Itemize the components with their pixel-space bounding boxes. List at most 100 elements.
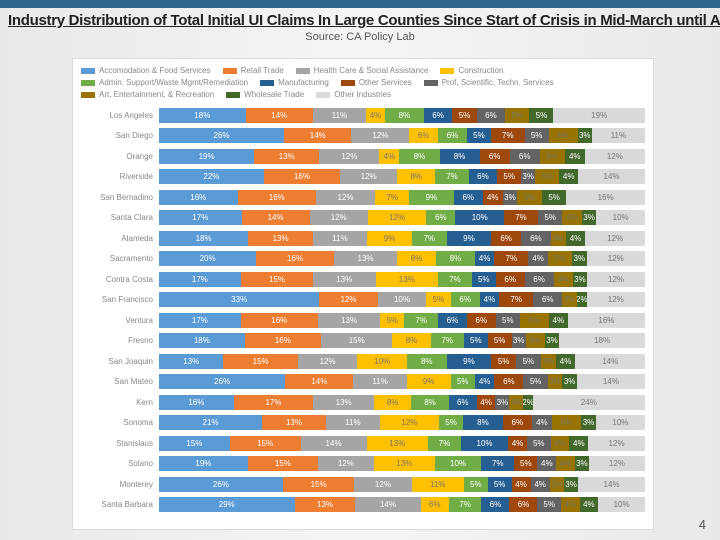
legend-item: Manufacturing xyxy=(260,77,329,89)
row-label: Santa Barbara xyxy=(81,500,159,509)
bar-segment: 5% xyxy=(439,415,464,430)
row-label: San Diego xyxy=(81,131,159,140)
bar-segment: 4% xyxy=(508,436,527,451)
table-row: San Diego26%14%12%6%6%5%7%5%6%3%11% xyxy=(81,126,645,147)
stacked-bar: 18%16%15%8%7%5%5%3%4%3%18% xyxy=(159,333,645,348)
bar-segment: 8% xyxy=(397,251,436,266)
bar-segment: 13% xyxy=(318,313,381,328)
legend-item: Prof, Scientific, Techn. Services xyxy=(424,77,554,89)
bar-segment: 6% xyxy=(496,272,525,287)
bar-segment: 10% xyxy=(598,497,645,512)
legend-label: Manufacturing xyxy=(278,77,329,89)
bar-segment: 3% xyxy=(541,354,556,369)
bar-segment: 5% xyxy=(472,272,496,287)
bar-segment: 18% xyxy=(159,231,248,246)
bar-segment: 3% xyxy=(521,169,535,184)
bar-segment: 5% xyxy=(525,128,549,143)
legend-item: Accomodation & Food Services xyxy=(81,65,211,77)
bar-segment: 5% xyxy=(514,456,537,471)
bar-segment: 6% xyxy=(533,292,562,307)
bar-segment: 20% xyxy=(159,251,256,266)
table-row: Solano19%15%12%13%10%7%5%4%4%3%12% xyxy=(81,454,645,475)
bar-segment: 16% xyxy=(241,313,318,328)
bar-segment: 7% xyxy=(499,292,533,307)
bar-segment: 5% xyxy=(538,210,562,225)
bar-segment: 29% xyxy=(159,497,295,512)
bar-segment: 4% xyxy=(551,436,570,451)
bar-segment: 12% xyxy=(354,477,411,492)
bar-segment: 4% xyxy=(475,374,494,389)
stacked-bar: 21%13%11%12%5%8%6%4%6%3%10% xyxy=(159,415,645,430)
bar-segment: 13% xyxy=(334,251,397,266)
legend-label: Prof, Scientific, Techn. Services xyxy=(442,77,554,89)
bar-segment: 5% xyxy=(488,477,512,492)
table-row: Sacramento20%16%13%8%8%4%7%4%5%3%12% xyxy=(81,249,645,270)
bar-segment: 5% xyxy=(540,149,565,164)
bar-segment: 24% xyxy=(533,395,645,410)
row-label: Fresno xyxy=(81,336,159,345)
bar-segment: 8% xyxy=(407,354,447,369)
bar-segment: 5% xyxy=(535,169,559,184)
table-row: Ventura17%16%13%5%7%6%6%5%6%4%16% xyxy=(81,310,645,331)
bar-segment: 14% xyxy=(285,374,353,389)
bar-segment: 10% xyxy=(596,210,645,225)
bar-segment: 15% xyxy=(159,436,230,451)
bar-segment: 26% xyxy=(159,128,284,143)
bar-segment: 9% xyxy=(409,190,453,205)
bar-rows: Los Angeles18%14%11%4%8%6%5%6%5%5%19%San… xyxy=(73,105,653,519)
bar-segment: 2% xyxy=(577,292,587,307)
bar-segment: 3% xyxy=(572,251,587,266)
bar-segment: 16% xyxy=(238,190,317,205)
legend-item: Admin. Support/Waste Mgmt/Remediation xyxy=(81,77,248,89)
table-row: Santa Clara17%14%12%12%6%10%7%5%4%3%10% xyxy=(81,208,645,229)
row-label: Los Angeles xyxy=(81,111,159,120)
bar-segment: 12% xyxy=(319,149,379,164)
row-label: Orange xyxy=(81,152,159,161)
bar-segment: 4% xyxy=(379,149,399,164)
legend-swatch xyxy=(226,92,240,98)
bar-segment: 3% xyxy=(562,374,577,389)
bar-segment: 5% xyxy=(523,374,547,389)
stacked-bar: 17%15%13%13%7%5%6%6%4%3%12% xyxy=(159,272,645,287)
bar-segment: 11% xyxy=(412,477,464,492)
legend-label: Wholesale Trade xyxy=(244,89,304,101)
bar-segment: 6% xyxy=(421,497,449,512)
bar-segment: 6% xyxy=(525,272,554,287)
bar-segment: 4% xyxy=(561,497,580,512)
legend-label: Retail Trade xyxy=(241,65,284,77)
bar-segment: 12% xyxy=(587,251,645,266)
slide: Industry Distribution of Total Initial U… xyxy=(0,0,720,540)
row-label: Contra Costa xyxy=(81,275,159,284)
page-number: 4 xyxy=(699,517,706,532)
bar-segment: 19% xyxy=(159,456,248,471)
bar-segment: 7% xyxy=(504,210,538,225)
bar-segment: 11% xyxy=(313,231,368,246)
legend-swatch xyxy=(81,68,95,74)
row-label: San Bernadino xyxy=(81,193,159,202)
bar-segment: 6% xyxy=(438,313,467,328)
bar-segment: 4% xyxy=(556,354,576,369)
bar-segment: 7% xyxy=(412,231,447,246)
stacked-bar: 18%13%11%9%7%9%6%6%3%4%12% xyxy=(159,231,645,246)
bar-segment: 15% xyxy=(230,436,301,451)
bar-segment: 7% xyxy=(435,169,468,184)
bar-segment: 6% xyxy=(438,128,467,143)
bar-segment: 5% xyxy=(452,108,476,123)
stacked-bar: 26%15%12%11%5%5%4%4%3%3%14% xyxy=(159,477,645,492)
bar-segment: 12% xyxy=(585,149,645,164)
legend-swatch xyxy=(296,68,310,74)
bar-segment: 16% xyxy=(256,251,334,266)
bar-segment: 6% xyxy=(449,395,477,410)
bar-segment: 7% xyxy=(431,333,464,348)
row-label: Santa Clara xyxy=(81,213,159,222)
bar-segment: 5% xyxy=(496,313,520,328)
bar-segment: 17% xyxy=(159,313,241,328)
bar-segment: 6% xyxy=(469,169,498,184)
stacked-bar: 13%15%12%10%8%9%5%5%3%4%14% xyxy=(159,354,645,369)
bar-segment: 11% xyxy=(353,374,406,389)
bar-segment: 13% xyxy=(262,415,326,430)
bar-segment: 11% xyxy=(313,108,366,123)
legend: Accomodation & Food Services Retail Trade… xyxy=(73,59,653,105)
bar-segment: 15% xyxy=(223,354,297,369)
bar-segment: 15% xyxy=(321,333,392,348)
